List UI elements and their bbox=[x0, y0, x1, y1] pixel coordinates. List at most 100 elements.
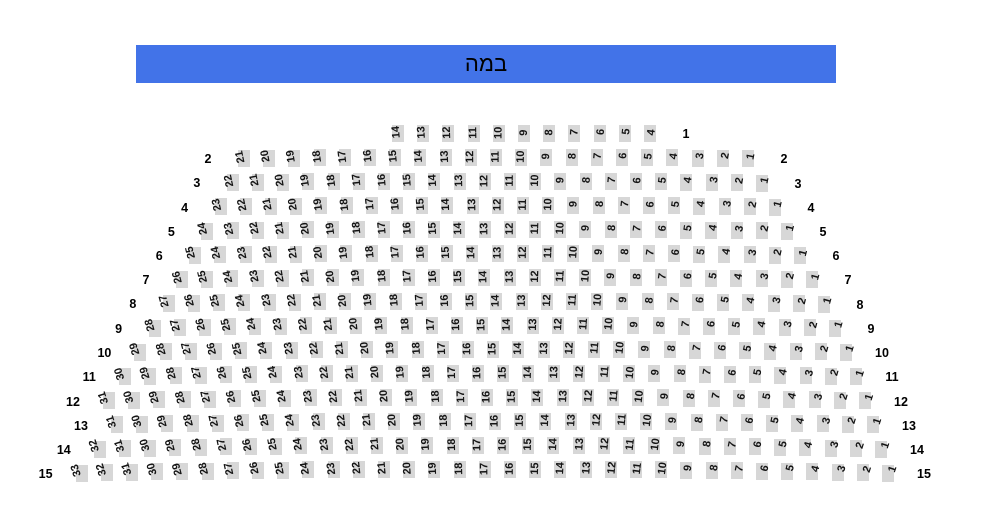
seat[interactable]: 3 bbox=[705, 173, 720, 191]
seat[interactable]: 27 bbox=[179, 341, 197, 360]
seat[interactable]: 28 bbox=[189, 437, 207, 456]
seat[interactable]: 21 bbox=[247, 173, 264, 191]
seat[interactable]: 3 bbox=[789, 343, 806, 361]
seat[interactable]: 20 bbox=[394, 436, 409, 454]
seat[interactable]: 30 bbox=[145, 462, 164, 481]
seat[interactable]: 14 bbox=[452, 220, 466, 238]
seat[interactable]: 18 bbox=[445, 436, 459, 454]
seat[interactable]: 8 bbox=[565, 148, 578, 166]
seat[interactable]: 14 bbox=[531, 388, 544, 406]
seat[interactable]: 2 bbox=[814, 343, 831, 361]
seat[interactable]: 6 bbox=[655, 221, 669, 239]
seat[interactable]: 3 bbox=[743, 246, 759, 264]
seat[interactable]: 18 bbox=[350, 220, 365, 238]
seat[interactable]: 23 bbox=[282, 341, 298, 359]
seat[interactable]: 3 bbox=[691, 149, 706, 167]
seat[interactable]: 1 bbox=[859, 392, 876, 410]
seat[interactable]: 13 bbox=[515, 292, 528, 310]
seat[interactable]: 27 bbox=[198, 389, 216, 408]
seat[interactable]: 31 bbox=[112, 438, 131, 458]
seat[interactable]: 16 bbox=[461, 340, 474, 358]
seat[interactable]: 29 bbox=[138, 366, 157, 385]
seat[interactable]: 5 bbox=[758, 390, 774, 408]
seat[interactable]: 21 bbox=[286, 245, 302, 263]
seat[interactable]: 18 bbox=[387, 292, 402, 310]
seat[interactable]: 7 bbox=[666, 293, 681, 311]
seat[interactable]: 13 bbox=[556, 388, 569, 406]
seat[interactable]: 28 bbox=[154, 341, 172, 361]
seat[interactable]: 25 bbox=[258, 413, 275, 431]
seat[interactable]: 15 bbox=[476, 316, 489, 334]
seat[interactable]: 27 bbox=[157, 293, 175, 313]
seat[interactable]: 12 bbox=[589, 412, 603, 430]
seat[interactable]: 22 bbox=[307, 341, 323, 359]
seat[interactable]: 24 bbox=[292, 437, 308, 455]
seat[interactable]: 21 bbox=[261, 197, 277, 215]
seat[interactable]: 4 bbox=[644, 125, 658, 143]
seat[interactable]: 27 bbox=[189, 365, 207, 384]
seat[interactable]: 17 bbox=[413, 292, 427, 310]
seat[interactable]: 21 bbox=[376, 460, 390, 478]
seat[interactable]: 2 bbox=[841, 415, 859, 433]
seat[interactable]: 12 bbox=[504, 220, 516, 238]
seat[interactable]: 28 bbox=[196, 461, 214, 480]
seat[interactable]: 5 bbox=[668, 197, 682, 215]
seat[interactable]: 1 bbox=[806, 271, 822, 289]
seat[interactable]: 26 bbox=[240, 437, 257, 456]
seat[interactable]: 19 bbox=[404, 388, 418, 406]
seat[interactable]: 8 bbox=[673, 365, 688, 383]
seat[interactable]: 9 bbox=[627, 317, 641, 335]
seat[interactable]: 22 bbox=[335, 413, 350, 431]
seat[interactable]: 18 bbox=[410, 340, 424, 358]
seat[interactable]: 5 bbox=[781, 462, 797, 480]
seat[interactable]: 6 bbox=[593, 124, 607, 142]
seat[interactable]: 28 bbox=[173, 389, 191, 409]
seat[interactable]: 9 bbox=[665, 413, 680, 431]
seat[interactable]: 11 bbox=[529, 220, 541, 238]
seat[interactable]: 23 bbox=[324, 461, 340, 479]
seat[interactable]: 5 bbox=[618, 124, 632, 142]
seat[interactable]: 11 bbox=[607, 388, 621, 406]
seat[interactable]: 6 bbox=[756, 462, 772, 480]
seat[interactable]: 8 bbox=[629, 269, 643, 287]
seat[interactable]: 12 bbox=[491, 196, 504, 214]
seat[interactable]: 15 bbox=[440, 244, 454, 262]
seat[interactable]: 4 bbox=[753, 318, 769, 336]
seat[interactable]: 12 bbox=[562, 340, 576, 358]
seat[interactable]: 6 bbox=[733, 390, 748, 408]
seat[interactable]: 25 bbox=[273, 461, 290, 479]
seat[interactable]: 2 bbox=[803, 319, 820, 337]
seat[interactable]: 12 bbox=[541, 292, 553, 310]
seat[interactable]: 13 bbox=[526, 316, 539, 334]
seat[interactable]: 25 bbox=[230, 341, 248, 360]
seat[interactable]: 20 bbox=[298, 221, 315, 239]
seat[interactable]: 11 bbox=[615, 412, 629, 430]
seat[interactable]: 17 bbox=[455, 388, 468, 406]
seat[interactable]: 31 bbox=[96, 390, 115, 410]
seat[interactable]: 11 bbox=[588, 340, 601, 358]
seat[interactable]: 8 bbox=[604, 220, 618, 238]
seat[interactable]: 9 bbox=[518, 124, 530, 142]
seat[interactable]: 30 bbox=[138, 438, 157, 457]
seat[interactable]: 2 bbox=[849, 440, 867, 458]
seat[interactable]: 1 bbox=[867, 416, 884, 434]
seat[interactable]: 12 bbox=[478, 172, 491, 190]
seat[interactable]: 4 bbox=[693, 197, 708, 215]
seat[interactable]: 9 bbox=[567, 196, 580, 214]
seat[interactable]: 2 bbox=[792, 295, 809, 313]
seat[interactable]: 17 bbox=[446, 364, 459, 382]
seat[interactable]: 2 bbox=[755, 222, 771, 240]
seat[interactable]: 6 bbox=[692, 293, 707, 311]
seat[interactable]: 15 bbox=[452, 268, 466, 286]
seat[interactable]: 29 bbox=[147, 389, 166, 409]
seat[interactable]: 15 bbox=[522, 436, 534, 454]
seat[interactable]: 5 bbox=[749, 366, 765, 384]
seat[interactable]: 25 bbox=[241, 365, 258, 384]
seat[interactable]: 29 bbox=[163, 437, 182, 457]
seat[interactable]: 19 bbox=[373, 316, 388, 334]
seat[interactable]: 6 bbox=[741, 414, 756, 432]
seat[interactable]: 1 bbox=[781, 222, 797, 240]
seat[interactable]: 24 bbox=[245, 317, 262, 335]
seat[interactable]: 7 bbox=[715, 413, 731, 431]
seat[interactable]: 2 bbox=[743, 198, 759, 216]
